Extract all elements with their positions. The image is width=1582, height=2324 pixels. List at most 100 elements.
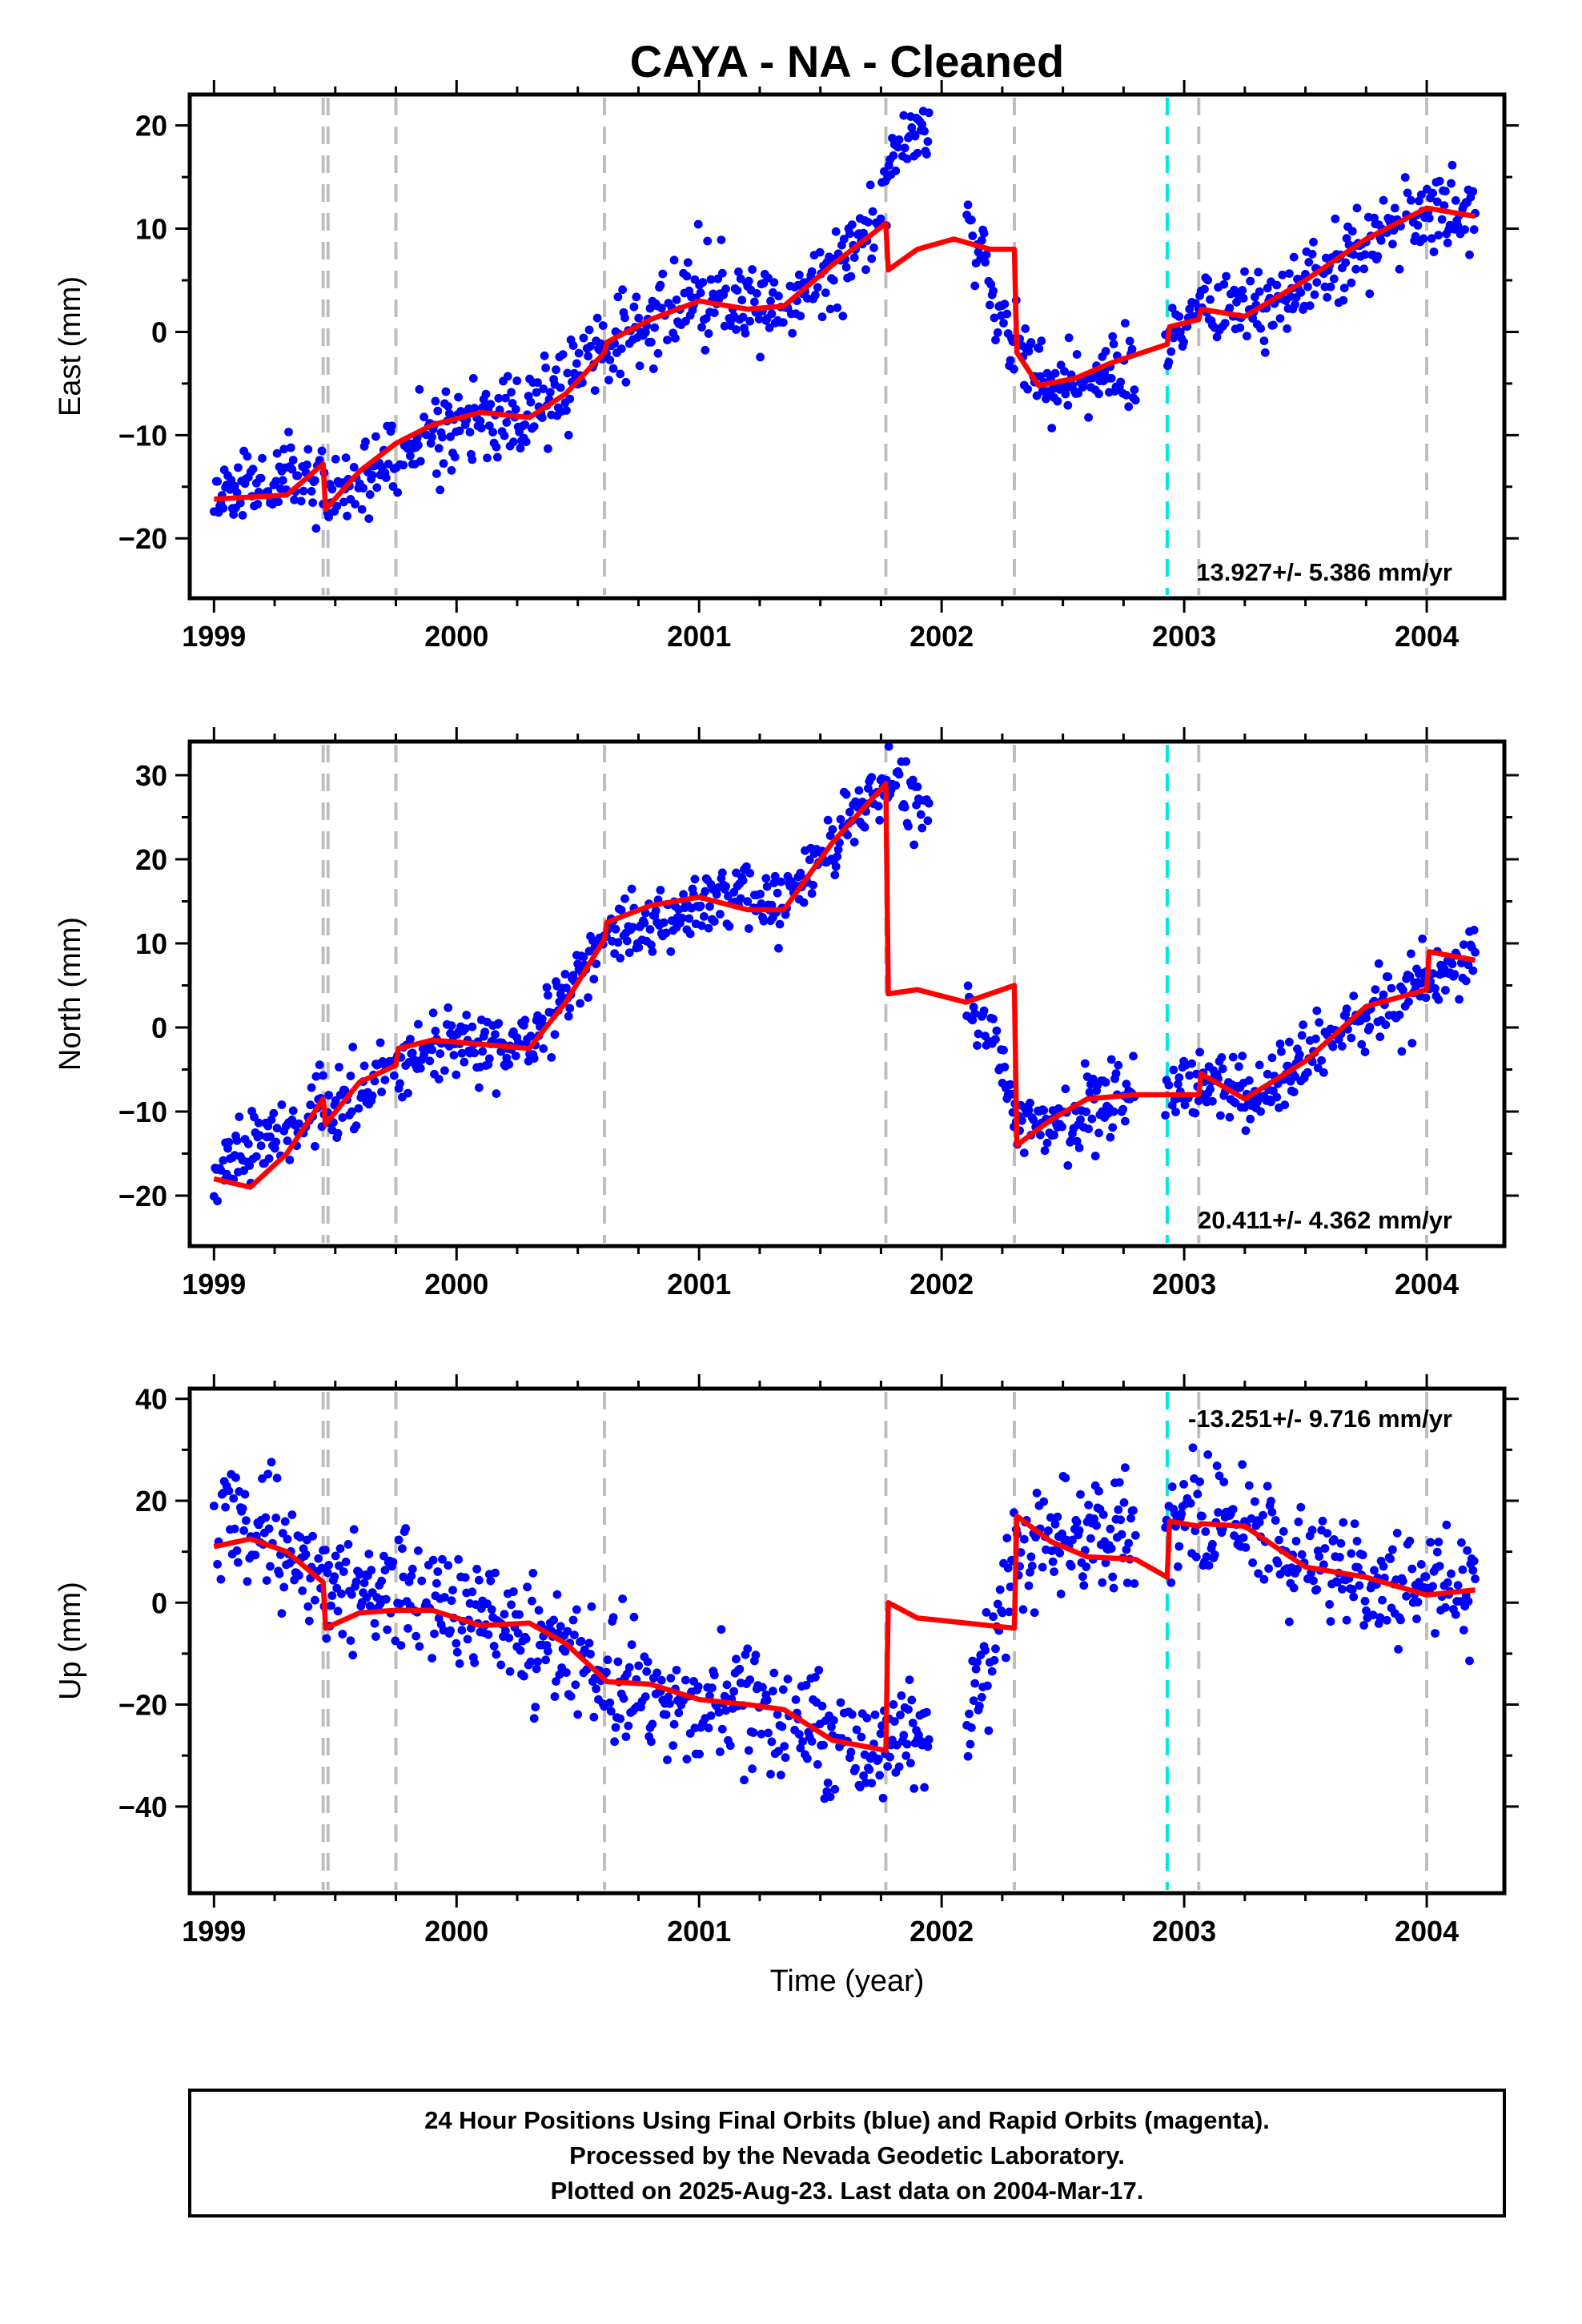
data-point: [1469, 926, 1479, 935]
data-point: [371, 432, 380, 441]
data-point: [570, 1630, 579, 1639]
data-point: [481, 389, 491, 399]
data-point: [1061, 1084, 1070, 1094]
data-point: [1094, 1486, 1103, 1496]
data-point: [269, 1108, 279, 1118]
data-point: [1238, 1460, 1247, 1470]
data-point: [745, 1675, 755, 1684]
data-point: [347, 1590, 356, 1599]
data-point: [283, 1136, 292, 1145]
data-point: [332, 501, 342, 511]
plot-frame: [187, 92, 1507, 601]
data-point: [902, 1739, 912, 1749]
data-point: [672, 296, 681, 304]
data-point: [1333, 1578, 1342, 1587]
data-point: [1255, 1060, 1264, 1070]
data-point: [1471, 947, 1480, 957]
data-point: [801, 1680, 811, 1690]
data-point: [529, 1054, 539, 1063]
data-point: [963, 981, 973, 991]
data-point: [1275, 314, 1285, 323]
data-point: [839, 235, 849, 243]
data-point: [1464, 1597, 1473, 1606]
data-point: [243, 452, 252, 461]
data-point: [875, 1771, 885, 1780]
data-point: [1426, 1538, 1435, 1547]
data-point: [1312, 1006, 1322, 1015]
data-point: [592, 1684, 600, 1694]
data-point: [568, 341, 578, 350]
data-point: [1326, 1617, 1335, 1626]
data-point: [213, 1196, 222, 1206]
data-point: [1225, 304, 1235, 312]
x-tick-label: 2002: [909, 1268, 974, 1301]
data-point: [1338, 1585, 1347, 1594]
data-point: [1443, 238, 1452, 247]
data-point: [1459, 1626, 1468, 1634]
data-point: [1225, 1112, 1235, 1122]
data-point: [661, 1710, 671, 1719]
data-point: [388, 1558, 398, 1566]
data-point: [1383, 972, 1393, 982]
data-point: [251, 1550, 260, 1560]
data-point: [231, 1473, 240, 1482]
data-point: [414, 1019, 423, 1029]
data-point: [908, 775, 917, 785]
data-point: [389, 1071, 399, 1080]
data-point: [1127, 344, 1137, 354]
y-tick-label: 20: [135, 1485, 167, 1518]
data-point: [503, 372, 512, 381]
data-point: [1068, 1535, 1077, 1545]
data-point: [1122, 1080, 1131, 1089]
data-point: [777, 1771, 785, 1779]
x-tick-label: 2004: [1395, 1268, 1459, 1301]
data-point: [1061, 1474, 1070, 1482]
data-point: [261, 1513, 271, 1522]
data-point: [1203, 1450, 1213, 1459]
data-point: [775, 919, 785, 929]
data-point: [468, 1022, 477, 1031]
data-point: [1447, 160, 1457, 170]
data-point: [629, 302, 639, 312]
data-point: [1427, 234, 1436, 243]
data-point: [1086, 1534, 1095, 1543]
data-point: [833, 303, 842, 312]
data-point: [520, 1015, 530, 1025]
data-point: [970, 1009, 980, 1018]
data-point: [491, 1568, 500, 1578]
data-point: [283, 1534, 292, 1544]
data-point: [783, 1675, 793, 1684]
data-point: [1053, 1512, 1062, 1522]
data-point: [505, 1667, 515, 1676]
data-point: [765, 324, 774, 332]
data-point: [526, 397, 536, 407]
data-point: [1053, 396, 1062, 406]
data-point: [1079, 1581, 1089, 1590]
data-point: [1273, 1558, 1283, 1568]
data-point: [769, 278, 779, 287]
data-point: [1272, 1092, 1282, 1102]
data-point: [1424, 213, 1434, 223]
data-point: [647, 940, 656, 950]
data-point: [1320, 1544, 1330, 1553]
data-point: [406, 451, 415, 460]
x-tick-label: 2000: [424, 620, 488, 653]
data-point: [492, 442, 501, 452]
data-point: [1239, 294, 1248, 303]
data-point: [446, 1029, 455, 1038]
data-point: [455, 1659, 464, 1668]
x-tick-label: 2004: [1395, 620, 1459, 653]
data-point: [307, 1083, 316, 1092]
data-point: [608, 1613, 618, 1622]
data-point: [805, 855, 814, 865]
data-point: [496, 1660, 506, 1670]
data-point: [696, 901, 705, 911]
data-point: [1267, 1053, 1277, 1063]
data-point: [1468, 1566, 1478, 1575]
data-point: [807, 267, 817, 276]
data-point: [232, 1546, 242, 1555]
data-point: [764, 1728, 773, 1738]
data-point: [387, 421, 396, 431]
data-point: [1046, 1513, 1055, 1522]
data-point: [1429, 247, 1439, 256]
